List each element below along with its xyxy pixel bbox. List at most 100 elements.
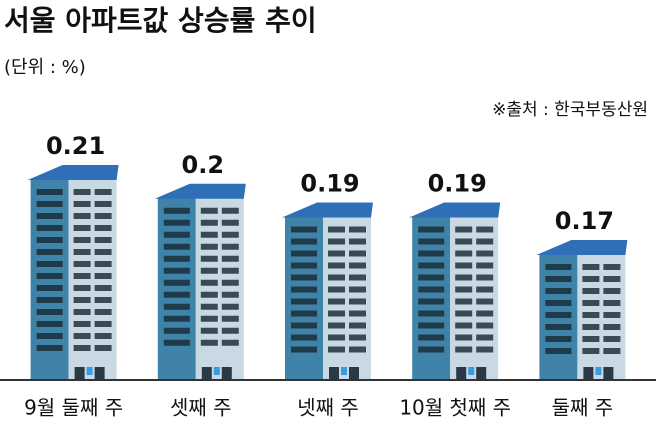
window	[73, 225, 91, 231]
window	[200, 339, 218, 346]
window	[291, 310, 317, 317]
window	[349, 346, 366, 353]
window	[603, 264, 621, 270]
window	[328, 226, 345, 233]
window	[476, 250, 494, 257]
window	[221, 231, 239, 238]
chart-title: 서울 아파트값 상승률 추이	[4, 4, 317, 37]
window	[73, 285, 91, 291]
x-tick-label: 10월 첫째 주	[399, 396, 511, 420]
roof	[536, 240, 628, 255]
window	[94, 237, 112, 243]
door	[74, 367, 85, 379]
window	[94, 333, 112, 339]
window	[200, 255, 218, 262]
door	[94, 367, 105, 379]
window	[418, 322, 445, 329]
window	[163, 231, 190, 238]
window	[328, 322, 345, 329]
window	[328, 262, 345, 269]
window	[36, 309, 63, 315]
window	[291, 298, 317, 305]
window	[94, 261, 112, 267]
door	[221, 367, 232, 379]
value-label: 0.19	[428, 170, 487, 198]
window	[73, 321, 91, 327]
window	[73, 201, 91, 207]
window	[94, 345, 112, 351]
door	[349, 367, 359, 379]
door	[476, 367, 487, 379]
door	[603, 367, 614, 379]
building-left	[157, 197, 196, 379]
window	[476, 310, 494, 317]
window	[163, 327, 190, 334]
door	[341, 367, 347, 375]
window	[36, 321, 63, 327]
window	[163, 219, 190, 226]
window	[221, 207, 239, 214]
window	[200, 291, 218, 298]
window	[603, 312, 621, 318]
window	[200, 327, 218, 334]
window	[603, 276, 621, 282]
window	[36, 213, 63, 219]
window	[94, 225, 112, 231]
window	[328, 310, 345, 317]
door	[468, 367, 475, 375]
window	[221, 255, 239, 262]
window	[418, 334, 445, 341]
window	[455, 274, 473, 281]
window	[418, 310, 445, 317]
window	[455, 346, 473, 353]
window	[36, 237, 63, 243]
window	[476, 226, 494, 233]
window	[476, 298, 494, 305]
window	[221, 327, 239, 334]
window	[349, 250, 366, 257]
window	[582, 348, 600, 354]
window	[582, 312, 600, 318]
window	[200, 279, 218, 286]
window	[476, 286, 494, 293]
window	[200, 219, 218, 226]
window	[163, 255, 190, 262]
window	[582, 264, 600, 270]
window	[221, 303, 239, 310]
window	[163, 315, 190, 322]
window	[73, 333, 91, 339]
window	[94, 213, 112, 219]
window	[94, 297, 112, 303]
window	[200, 207, 218, 214]
window	[163, 339, 190, 346]
window	[73, 213, 91, 219]
window	[36, 345, 63, 351]
window	[418, 226, 445, 233]
window	[455, 322, 473, 329]
window	[455, 226, 473, 233]
window	[476, 262, 494, 269]
source: ※출처 : 한국부동산원	[492, 100, 648, 120]
window	[418, 262, 445, 269]
window	[73, 249, 91, 255]
window	[545, 336, 572, 342]
door	[86, 367, 93, 375]
window	[200, 303, 218, 310]
window	[36, 249, 63, 255]
window	[94, 285, 112, 291]
value-label: 0.19	[300, 170, 359, 198]
window	[73, 345, 91, 351]
window	[200, 243, 218, 250]
window	[349, 310, 366, 317]
window	[73, 297, 91, 303]
window	[221, 243, 239, 250]
window	[603, 288, 621, 294]
window	[94, 321, 112, 327]
window	[582, 324, 600, 330]
value-label: 0.21	[46, 132, 105, 160]
window	[291, 346, 317, 353]
building-right	[195, 197, 244, 379]
window	[582, 276, 600, 282]
window	[349, 238, 366, 245]
window	[349, 274, 366, 281]
